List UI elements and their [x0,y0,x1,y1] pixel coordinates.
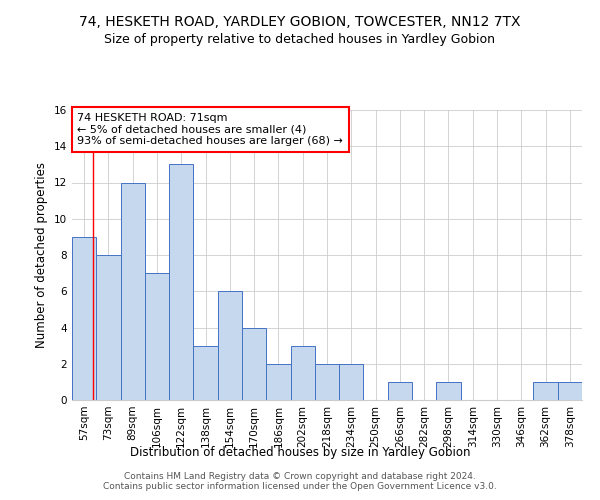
Bar [558,382,582,400]
Bar [169,164,193,400]
Bar [315,364,339,400]
Bar [242,328,266,400]
Bar [436,382,461,400]
Bar [290,346,315,400]
Text: Size of property relative to detached houses in Yardley Gobion: Size of property relative to detached ho… [104,32,496,46]
Y-axis label: Number of detached properties: Number of detached properties [35,162,49,348]
Text: 74, HESKETH ROAD, YARDLEY GOBION, TOWCESTER, NN12 7TX: 74, HESKETH ROAD, YARDLEY GOBION, TOWCES… [79,15,521,29]
Text: 74 HESKETH ROAD: 71sqm
← 5% of detached houses are smaller (4)
93% of semi-detac: 74 HESKETH ROAD: 71sqm ← 5% of detached … [77,113,343,146]
Bar [72,237,96,400]
Bar [266,364,290,400]
Bar [218,291,242,400]
Text: Contains HM Land Registry data © Crown copyright and database right 2024.: Contains HM Land Registry data © Crown c… [124,472,476,481]
Bar [121,182,145,400]
Text: Contains public sector information licensed under the Open Government Licence v3: Contains public sector information licen… [103,482,497,491]
Bar [96,255,121,400]
Bar [193,346,218,400]
Bar [388,382,412,400]
Bar [339,364,364,400]
Bar [145,273,169,400]
Bar [533,382,558,400]
Text: Distribution of detached houses by size in Yardley Gobion: Distribution of detached houses by size … [130,446,470,459]
